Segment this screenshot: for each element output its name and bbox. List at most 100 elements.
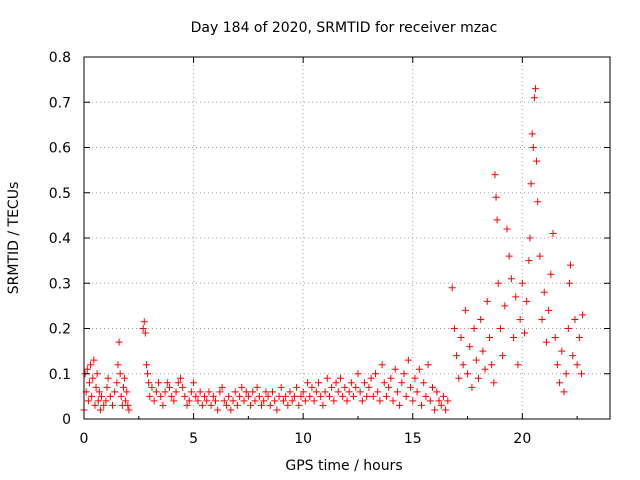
data-point (437, 401, 445, 409)
data-point (367, 374, 375, 382)
data-point (483, 297, 491, 305)
y-tick-label: 0.4 (49, 231, 71, 247)
data-point (242, 388, 250, 396)
data-point (431, 406, 439, 414)
x-tick-label: 20 (513, 431, 531, 447)
data-point (501, 302, 509, 310)
data-point (198, 401, 206, 409)
data-point (203, 397, 211, 405)
data-point (496, 325, 504, 332)
data-point (545, 306, 553, 314)
data-point (161, 388, 169, 396)
data-point (238, 383, 246, 391)
data-point (450, 325, 458, 332)
data-point (236, 392, 244, 400)
data-point (507, 275, 515, 283)
data-point (426, 397, 434, 405)
data-point (299, 388, 307, 396)
y-tick-label: 0.8 (49, 50, 71, 66)
data-point (190, 379, 198, 387)
grid-lines (84, 57, 610, 419)
data-point (565, 279, 573, 287)
data-point (308, 383, 316, 391)
data-point (194, 397, 202, 405)
data-point (90, 356, 98, 364)
data-point (527, 180, 535, 188)
x-tick-label: 15 (404, 431, 422, 447)
data-point (464, 370, 472, 378)
data-point (249, 388, 257, 396)
data-point (262, 388, 270, 396)
data-point (325, 392, 333, 400)
data-point (575, 334, 583, 342)
data-point (475, 374, 482, 382)
data-point (155, 379, 163, 387)
data-point (187, 388, 195, 396)
data-point (275, 392, 283, 400)
data-point (418, 401, 426, 409)
data-point (244, 392, 252, 400)
y-tick-label: 0.1 (49, 367, 71, 383)
data-point (400, 370, 408, 378)
data-point (319, 401, 327, 409)
data-point (485, 334, 493, 342)
data-point (470, 325, 478, 332)
data-point (453, 352, 461, 360)
data-point (122, 397, 130, 405)
data-point (529, 144, 537, 151)
data-point (315, 379, 323, 387)
data-point (150, 397, 158, 405)
data-point (116, 370, 124, 378)
data-point (174, 379, 182, 387)
data-point (216, 388, 224, 396)
data-point (578, 370, 586, 378)
data-point (560, 388, 568, 396)
data-point (104, 374, 112, 382)
chart-title: Day 184 of 2020, SRMTID for receiver mza… (191, 20, 498, 36)
data-point (141, 329, 149, 337)
data-point (404, 356, 412, 364)
data-point (176, 374, 184, 382)
data-point (402, 392, 410, 400)
data-point (531, 85, 539, 93)
data-point (556, 379, 564, 387)
data-point (461, 306, 469, 314)
y-tick-label: 0.5 (49, 186, 71, 202)
data-point (284, 401, 292, 409)
y-tick-label: 0.7 (49, 95, 71, 111)
data-point (201, 392, 209, 400)
data-point (439, 392, 447, 400)
data-point (491, 171, 499, 179)
data-point (422, 392, 430, 400)
y-tick-label: 0.2 (49, 322, 71, 338)
data-point (312, 388, 320, 396)
data-point (317, 392, 325, 400)
data-point (547, 270, 555, 278)
data-point (240, 397, 248, 405)
data-point (396, 401, 404, 409)
data-point (227, 406, 235, 414)
data-point (345, 388, 353, 396)
data-point (125, 406, 133, 414)
data-point (115, 338, 123, 346)
data-point (212, 397, 219, 405)
data-point (493, 216, 501, 224)
data-point (411, 374, 419, 382)
data-point (442, 406, 450, 414)
data-point (448, 284, 456, 292)
data-point (231, 388, 239, 396)
data-point (534, 198, 542, 206)
data-point (526, 234, 534, 242)
data-point (258, 401, 266, 409)
data-point (295, 401, 303, 409)
data-point (488, 361, 496, 369)
data-point (220, 397, 228, 405)
data-point (420, 379, 428, 387)
data-point (185, 397, 193, 405)
x-tick-label: 10 (294, 431, 312, 447)
data-point (286, 388, 294, 396)
data-point (251, 397, 259, 405)
data-point (222, 401, 230, 409)
data-point (332, 379, 340, 387)
data-point (492, 193, 500, 201)
